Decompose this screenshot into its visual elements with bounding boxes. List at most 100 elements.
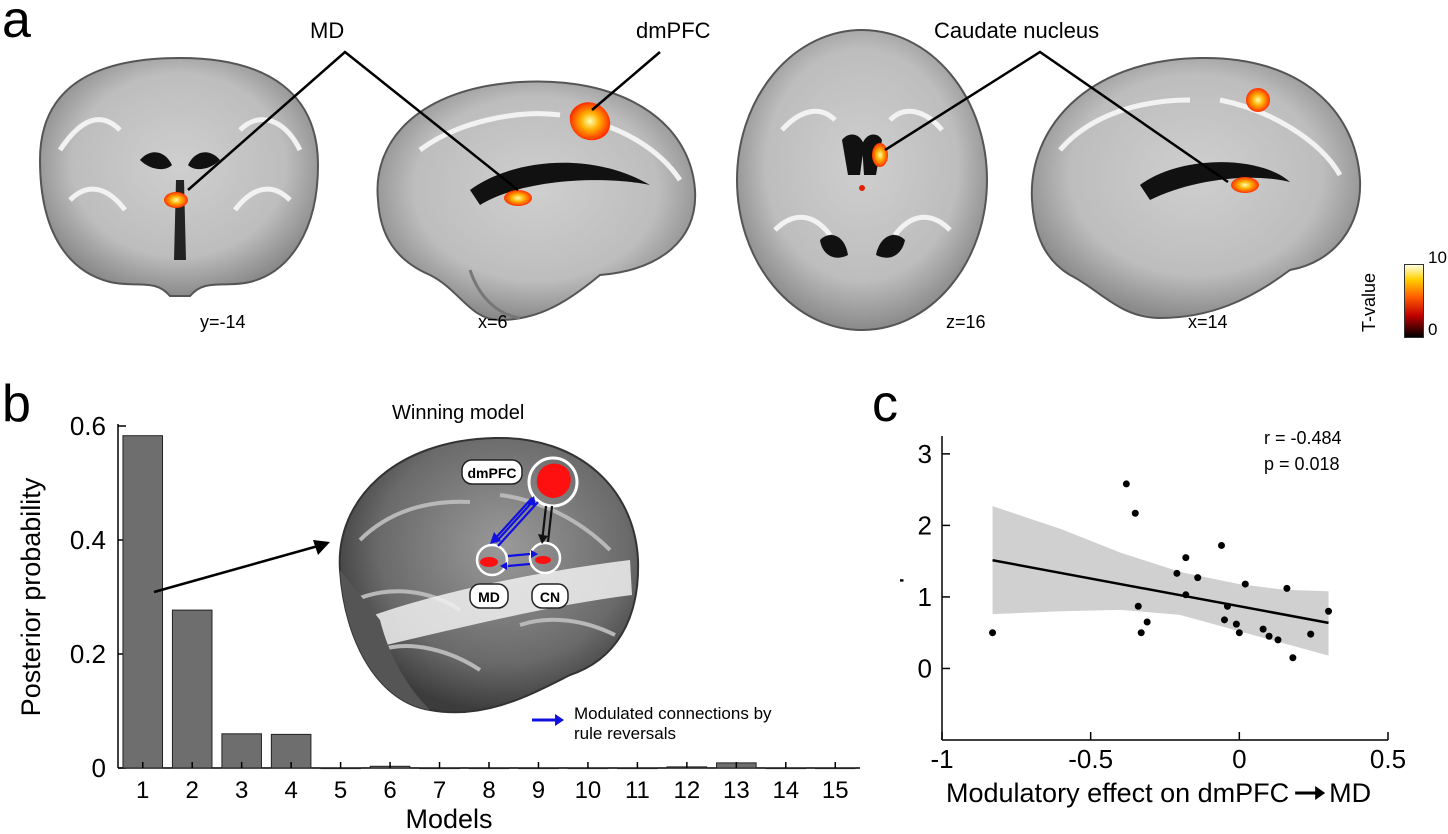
scatter-point: [1223, 602, 1231, 610]
scatter-x-axis-label: Modulatory effect on dmPFC: [946, 778, 1289, 808]
legend-line-2: rule reversals: [574, 724, 677, 743]
bar-x-tick-label: 10: [575, 777, 602, 804]
scatter-point: [1220, 616, 1228, 624]
bar-x-tick-label: 2: [186, 777, 199, 804]
bar-y-axis-label: Posterior probability: [16, 477, 46, 716]
scatter-point: [1143, 618, 1151, 626]
bar-y-tick-label: 0: [92, 753, 106, 783]
coord-axial: z=16: [946, 312, 986, 332]
scatter-y-tick-label: 3: [918, 439, 932, 469]
stat-p: p = 0.018: [1264, 454, 1340, 474]
bar-x-tick-label: 6: [383, 777, 396, 804]
colorbar-label: T-value: [1359, 272, 1380, 333]
bar-x-tick-label: 15: [822, 777, 849, 804]
node-label-md: MD: [478, 589, 500, 605]
bar-y-tick-label: 0.2: [70, 639, 106, 669]
scatter-x-tick-label: -1: [930, 744, 953, 774]
scatter-point: [1217, 541, 1225, 549]
pointer-arrow: [153, 540, 330, 594]
label-md: MD: [310, 18, 345, 43]
bar-model-9: [518, 767, 559, 770]
scatter-point: [1265, 632, 1273, 640]
bar-x-tick-label: 14: [772, 777, 799, 804]
scatter-point: [1241, 580, 1249, 588]
bar-model-14: [765, 767, 807, 770]
scatter-point: [1325, 607, 1333, 615]
scatter-point: [1122, 480, 1130, 488]
sagittal-slice-2: [1030, 56, 1362, 320]
bar-model-15: [814, 767, 856, 770]
coord-coronal: y=-14: [200, 312, 246, 332]
scatter-point: [1274, 636, 1282, 644]
scatter-point: [1173, 569, 1181, 577]
winning-model-inset: dmPFC MD CN: [338, 436, 640, 714]
bar-y-tick-label: 0.6: [70, 411, 106, 441]
regression-line: [992, 558, 1329, 625]
bar-x-tick-label: 13: [723, 777, 750, 804]
scatter-point: [1137, 629, 1145, 637]
scatter-point: [1232, 620, 1240, 628]
bar-model-2: [171, 609, 213, 769]
scatter-x-tick-label: 0: [1232, 744, 1246, 774]
bar-x-tick-label: 8: [482, 777, 495, 804]
scatter-x-tick-label: -0.5: [1068, 744, 1113, 774]
panel-a-letter: a: [2, 0, 31, 49]
panel-a-brains: [38, 29, 1362, 331]
scatter-point: [1194, 574, 1202, 582]
scatter-y-tick-label: 1: [918, 582, 932, 612]
scatter-point: [1289, 654, 1297, 662]
scatter-y-axis-label: Slope: [900, 553, 904, 622]
slope-scatter-chart: 0 1 2 3 -1 -0.5 0 0.5 Slope Modulatory effect on …: [900, 436, 1406, 808]
axial-slice: [736, 29, 988, 331]
scatter-point: [1134, 602, 1142, 610]
bar-x-tick-label: 7: [433, 777, 446, 804]
bar-model-1: [122, 435, 164, 769]
scatter-point: [989, 629, 997, 637]
scatter-point: [1307, 630, 1315, 638]
scatter-y-tick-label: 2: [918, 510, 932, 540]
bar-model-10: [567, 767, 609, 770]
bar-x-axis-label: Models: [405, 804, 492, 834]
inset-title: Winning model: [392, 402, 525, 424]
bar-x-tick-label: 5: [334, 777, 347, 804]
posterior-probability-bar-chart: 00.20.40.61 2 3 4 5 6 7 8 9 10 11 12 13 14 15ModelsPos…: [16, 411, 860, 834]
scatter-point: [1235, 629, 1243, 637]
bar-model-7: [419, 767, 460, 770]
coord-sagittal-1: x=6: [478, 312, 508, 332]
legend-arrow-icon: [532, 714, 564, 726]
bar-x-tick-label: 4: [284, 777, 297, 804]
coord-sagittal-2: x=14: [1188, 312, 1228, 332]
scatter-y-tick-label: 0: [918, 653, 932, 683]
scatter-point: [1182, 554, 1190, 562]
node-label-dmpfc: dmPFC: [468, 465, 517, 481]
confidence-band: [992, 506, 1329, 656]
panel-b-letter: b: [2, 375, 31, 433]
label-dmpfc: dmPFC: [636, 18, 711, 43]
stat-r: r = -0.484: [1264, 428, 1342, 448]
colorbar-min: 0: [1428, 320, 1438, 339]
scatter-point: [1259, 625, 1267, 633]
label-caudate-nucleus: Caudate nucleus: [934, 18, 1100, 43]
panel-c-letter: c: [872, 375, 898, 433]
node-label-cn: CN: [540, 589, 560, 605]
scatter-point: [1283, 584, 1291, 592]
bar-x-tick-label: 12: [674, 777, 701, 804]
bar-x-tick-label: 3: [235, 777, 248, 804]
callout-lines: [187, 50, 1229, 191]
scatter-x-axis-label-suffix: MD: [1329, 778, 1371, 808]
bar-x-tick-label: 9: [532, 777, 545, 804]
colorbar-max: 10: [1428, 248, 1447, 267]
scatter-x-tick-label: 0.5: [1370, 744, 1406, 774]
bar-model-8: [468, 767, 510, 770]
bar-y-tick-label: 0.4: [70, 525, 106, 555]
bar-model-5: [320, 767, 361, 770]
bar-x-tick-label: 1: [136, 777, 149, 804]
colorbar: [1404, 264, 1424, 338]
scatter-point: [1182, 591, 1190, 599]
bar-model-11: [617, 767, 658, 770]
bar-x-tick-label: 11: [625, 777, 650, 804]
legend-line-1: Modulated connections by: [574, 704, 772, 723]
arrow-head-icon: [1315, 786, 1326, 800]
scatter-point: [1131, 509, 1139, 517]
coronal-slice: [38, 56, 320, 297]
